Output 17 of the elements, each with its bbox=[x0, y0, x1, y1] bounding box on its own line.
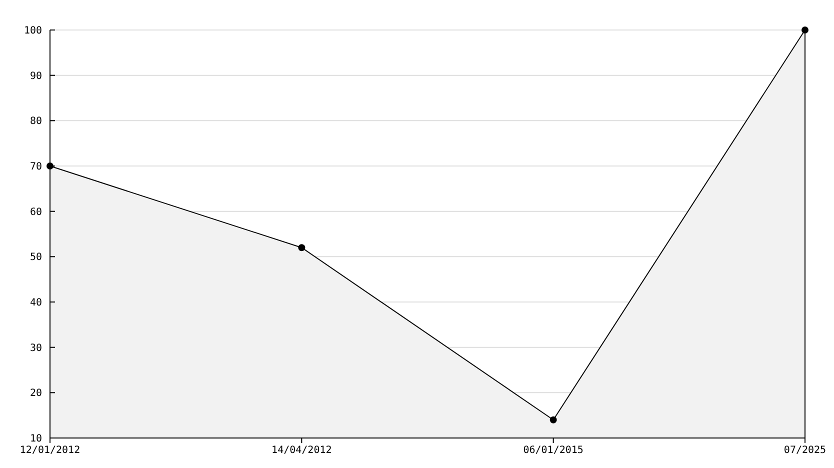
y-tick-label: 70 bbox=[30, 162, 42, 172]
point bbox=[298, 244, 306, 252]
y-tick-label: 90 bbox=[30, 70, 42, 82]
x-tick-label: 06/01/2015 bbox=[523, 445, 584, 456]
y-tick-label: 50 bbox=[30, 252, 42, 264]
x-tick-label: 14/04/2012 bbox=[272, 445, 332, 456]
y-tick-label: 40 bbox=[30, 298, 42, 308]
point bbox=[550, 416, 557, 424]
x-tick-label: 07/2025 bbox=[784, 445, 826, 456]
y-tick-label: 80 bbox=[30, 116, 42, 128]
y-tick-label: 60 bbox=[30, 206, 42, 218]
y-tick-label: 100 bbox=[24, 26, 42, 36]
y-tick-label: 10 bbox=[30, 434, 42, 444]
y-tick-label: 30 bbox=[30, 342, 42, 354]
point bbox=[802, 26, 808, 34]
y-tick-label: 20 bbox=[30, 388, 42, 400]
x-tick-label: 12/01/2012 bbox=[20, 445, 80, 456]
